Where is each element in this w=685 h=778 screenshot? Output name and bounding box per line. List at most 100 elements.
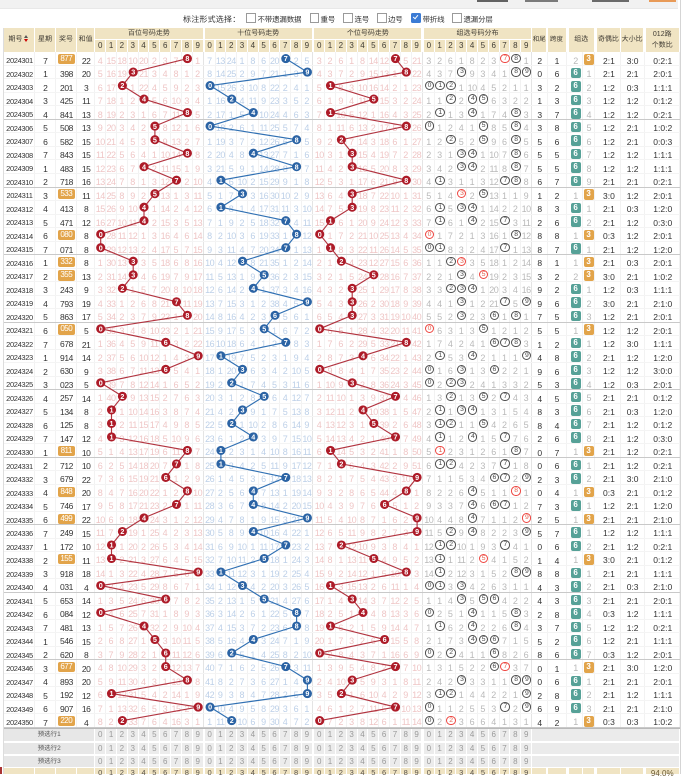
svg-text:1: 1	[329, 446, 333, 455]
svg-text:7: 7	[284, 243, 288, 252]
svg-text:0: 0	[318, 230, 322, 239]
svg-text:7: 7	[394, 703, 398, 712]
svg-text:1: 1	[110, 433, 114, 442]
svg-text:4: 4	[361, 608, 365, 617]
svg-text:7: 7	[284, 541, 288, 550]
svg-text:8: 8	[185, 446, 189, 455]
svg-text:0: 0	[318, 324, 322, 333]
svg-text:0: 0	[99, 243, 103, 252]
svg-text:4: 4	[251, 487, 255, 496]
svg-text:2: 2	[339, 689, 343, 698]
svg-text:9: 9	[196, 568, 200, 577]
svg-text:7: 7	[394, 54, 398, 63]
svg-text:4: 4	[251, 433, 255, 442]
svg-text:9: 9	[415, 527, 419, 536]
svg-text:8: 8	[185, 311, 189, 320]
svg-text:4: 4	[142, 203, 146, 212]
svg-text:2: 2	[339, 541, 343, 550]
svg-text:8: 8	[404, 122, 408, 131]
svg-text:1: 1	[110, 689, 114, 698]
svg-text:3: 3	[350, 203, 354, 212]
svg-text:3: 3	[350, 378, 354, 387]
svg-text:1: 1	[329, 108, 333, 117]
svg-text:9: 9	[415, 514, 419, 523]
svg-text:7: 7	[284, 54, 288, 63]
svg-text:6: 6	[164, 595, 168, 604]
svg-text:2: 2	[339, 257, 343, 266]
svg-text:0: 0	[318, 716, 322, 725]
svg-text:2: 2	[339, 135, 343, 144]
svg-text:2: 2	[230, 716, 234, 725]
svg-text:1: 1	[219, 460, 223, 469]
svg-text:1: 1	[219, 446, 223, 455]
svg-text:1: 1	[110, 554, 114, 563]
svg-text:1: 1	[110, 419, 114, 428]
svg-text:2: 2	[230, 95, 234, 104]
svg-text:5: 5	[372, 554, 376, 563]
svg-text:1: 1	[329, 81, 333, 90]
svg-text:3: 3	[350, 189, 354, 198]
svg-text:7: 7	[284, 473, 288, 482]
svg-text:0: 0	[208, 122, 212, 131]
svg-text:8: 8	[185, 149, 189, 158]
svg-text:3: 3	[241, 189, 245, 198]
svg-text:2: 2	[120, 284, 124, 293]
svg-text:9: 9	[305, 68, 309, 77]
svg-text:8: 8	[404, 568, 408, 577]
svg-text:8: 8	[295, 622, 299, 631]
svg-text:3: 3	[350, 284, 354, 293]
svg-text:2: 2	[230, 649, 234, 658]
svg-text:2: 2	[339, 460, 343, 469]
svg-text:4: 4	[251, 500, 255, 509]
svg-text:0: 0	[318, 649, 322, 658]
svg-text:3: 3	[350, 595, 354, 604]
svg-text:6: 6	[164, 365, 168, 374]
svg-text:1: 1	[110, 541, 114, 550]
svg-text:0: 0	[99, 230, 103, 239]
svg-text:4: 4	[142, 162, 146, 171]
svg-text:4: 4	[251, 527, 255, 536]
svg-text:3: 3	[241, 365, 245, 374]
svg-text:0: 0	[99, 608, 103, 617]
svg-text:3: 3	[350, 311, 354, 320]
svg-text:0: 0	[99, 581, 103, 590]
svg-text:1: 1	[110, 406, 114, 415]
svg-text:7: 7	[175, 460, 179, 469]
svg-text:3: 3	[350, 297, 354, 306]
svg-text:7: 7	[175, 297, 179, 306]
svg-text:4: 4	[251, 284, 255, 293]
svg-text:9: 9	[305, 676, 309, 685]
svg-text:3: 3	[241, 257, 245, 266]
svg-text:8: 8	[404, 487, 408, 496]
svg-text:0: 0	[208, 703, 212, 712]
svg-text:9: 9	[196, 703, 200, 712]
svg-text:5: 5	[372, 419, 376, 428]
svg-text:7: 7	[175, 500, 179, 509]
svg-text:7: 7	[394, 433, 398, 442]
svg-text:0: 0	[208, 81, 212, 90]
svg-text:4: 4	[251, 149, 255, 158]
svg-text:3: 3	[131, 68, 135, 77]
svg-text:9: 9	[415, 473, 419, 482]
svg-text:8: 8	[185, 54, 189, 63]
svg-text:8: 8	[295, 608, 299, 617]
svg-text:5: 5	[153, 135, 157, 144]
svg-text:8: 8	[185, 487, 189, 496]
svg-text:3: 3	[131, 270, 135, 279]
svg-text:5: 5	[262, 595, 266, 604]
svg-text:1: 1	[329, 216, 333, 225]
svg-text:2: 2	[230, 378, 234, 387]
svg-text:4: 4	[142, 514, 146, 523]
svg-text:8: 8	[295, 230, 299, 239]
svg-text:7: 7	[175, 176, 179, 185]
svg-text:4: 4	[142, 622, 146, 631]
svg-text:1: 1	[219, 568, 223, 577]
svg-text:1: 1	[219, 176, 223, 185]
svg-text:4: 4	[142, 216, 146, 225]
svg-text:2: 2	[120, 392, 124, 401]
svg-text:0: 0	[99, 324, 103, 333]
svg-text:0: 0	[318, 365, 322, 374]
svg-text:6: 6	[383, 635, 387, 644]
svg-text:6: 6	[383, 500, 387, 509]
svg-text:3: 3	[131, 257, 135, 266]
